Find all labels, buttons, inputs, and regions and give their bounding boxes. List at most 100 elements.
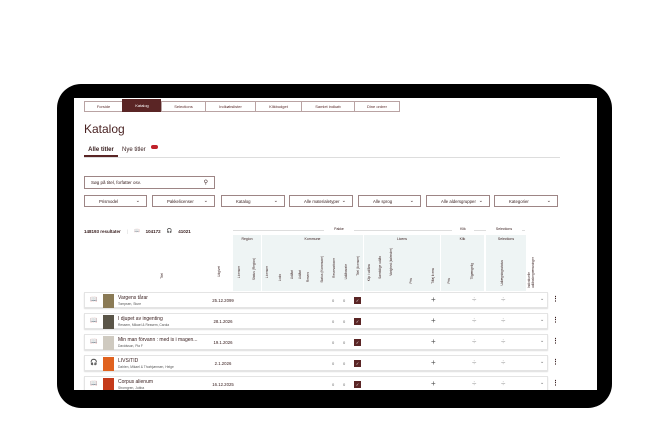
chevron-down-icon: ⌄	[546, 198, 551, 204]
col-header[interactable]: Klip i udlåns	[367, 264, 371, 282]
divide-icon[interactable]: ÷	[472, 337, 477, 346]
col-header[interactable]: Udlægningsstatus	[500, 260, 504, 286]
col-header[interactable]: Pris	[409, 278, 413, 284]
divide-icon[interactable]: ÷	[501, 379, 506, 388]
title-link[interactable]: Min man förvann : med is i magen...	[118, 337, 198, 343]
divide-icon[interactable]: ÷	[501, 316, 506, 325]
divide-icon[interactable]: ÷	[501, 295, 506, 304]
col-header[interactable]: Licenser	[237, 266, 241, 279]
table-row[interactable]: 📖 Min man förvann : med is i magen... Da…	[84, 334, 548, 350]
plus-icon[interactable]: +	[431, 295, 436, 304]
book-icon: 📖	[133, 228, 140, 233]
chevron-down-icon[interactable]: ⌄	[540, 380, 545, 386]
table-row[interactable]: 🎧 LIVS/TID Dahlen, Mikael & Thorbjørnsen…	[84, 355, 548, 371]
divide-icon[interactable]: ÷	[472, 295, 477, 304]
author: Davidsson, Pia F	[118, 344, 143, 348]
checkbox[interactable]: ✓	[354, 297, 361, 304]
col-header[interactable]: Udlånsrate	[344, 264, 348, 280]
plus-icon[interactable]: +	[431, 316, 436, 325]
more-icon[interactable]: ⋮	[552, 338, 559, 345]
filter-kategorier[interactable]: Kategorier ⌄	[494, 195, 558, 207]
col-header[interactable]: Udlånt	[298, 270, 302, 280]
count: 0	[332, 298, 335, 303]
col-header[interactable]: Individuelle udlånsbegrænsninger	[527, 257, 535, 288]
filter-katalog[interactable]: Katalog ⌄	[221, 195, 285, 207]
klik-label: Klik	[459, 237, 466, 241]
nav-dine-ordrer[interactable]: Dine ordrer	[354, 101, 400, 112]
filter-prismodel[interactable]: Prismodel ⌄	[84, 195, 147, 207]
col-header[interactable]: Varighed (kalender)	[389, 248, 393, 276]
title-link[interactable]: I djupet av ingenting	[118, 316, 163, 322]
checkbox[interactable]: ✓	[354, 360, 361, 367]
screen: Forside Katalog Selections Indkøbslister…	[74, 98, 597, 390]
region-label: Region	[241, 237, 253, 241]
filter-pakkelicenser[interactable]: Pakkelicenser ⌄	[152, 195, 215, 207]
main-nav: Forside Katalog Selections Indkøbslister…	[84, 99, 400, 112]
chevron-down-icon[interactable]: ⌄	[540, 338, 545, 344]
more-icon[interactable]: ⋮	[552, 359, 559, 366]
nav-indkobslister[interactable]: Indkøbslister	[205, 101, 255, 112]
table-row[interactable]: 📖 Vargens tårar Tompsen, Sture 25.12.209…	[84, 292, 548, 308]
filter-materialetyper[interactable]: Alle materialetyper ⌄	[289, 195, 353, 207]
col-header[interactable]: Status (Kommune)	[320, 256, 324, 283]
col-header[interactable]: Udlånt	[290, 270, 294, 280]
plus-icon[interactable]: +	[431, 337, 436, 346]
chevron-down-icon: ⌄	[341, 198, 346, 204]
col-header[interactable]: Titel (licenser)	[356, 256, 360, 276]
col-header[interactable]: Tilgængelig	[470, 263, 474, 280]
table-row[interactable]: 📖 I djupet av ingenting Ressem, Mikael &…	[84, 313, 548, 329]
chevron-down-icon[interactable]: ⌄	[540, 296, 545, 302]
count: 0	[332, 361, 335, 366]
search-input[interactable]: Søg på titel, forfatter osv. ⚲	[84, 176, 215, 189]
chevron-down-icon: ⌄	[203, 198, 208, 204]
checkbox[interactable]: ✓	[354, 381, 361, 388]
title-link[interactable]: Vargens tårar	[118, 295, 148, 301]
more-icon[interactable]: ⋮	[552, 296, 559, 303]
divide-icon[interactable]: ÷	[501, 337, 506, 346]
nav-forside[interactable]: Forside	[84, 101, 122, 112]
chevron-down-icon: ⌄	[135, 198, 140, 204]
nav-selections[interactable]: Selections	[161, 101, 205, 112]
filter-aldersgrupper[interactable]: Alle aldersgrupper ⌄	[426, 195, 490, 207]
divide-icon[interactable]: ÷	[472, 358, 477, 367]
more-icon[interactable]: ⋮	[552, 380, 559, 387]
col-header[interactable]: Reserv	[306, 272, 310, 283]
nav-samlet-indkob[interactable]: Samlet indkøb	[301, 101, 354, 112]
checkbox[interactable]: ✓	[354, 318, 361, 325]
col-udgivet[interactable]: Udgivet	[217, 266, 221, 277]
col-titel[interactable]: Titel	[160, 273, 164, 279]
col-header[interactable]: Tilføj licens	[431, 268, 435, 284]
tab-alle-titler[interactable]: Alle titler	[84, 147, 118, 157]
col-header[interactable]: Status (Region)	[252, 258, 256, 281]
divide-icon[interactable]: ÷	[501, 358, 506, 367]
count: 0	[343, 340, 346, 345]
chevron-down-icon[interactable]: ⌄	[540, 359, 545, 365]
book-icon: 📖	[90, 297, 98, 303]
col-header[interactable]: Licenser	[265, 266, 269, 279]
klik-header: Klik	[441, 235, 484, 291]
more-icon[interactable]: ⋮	[552, 317, 559, 324]
new-badge	[151, 145, 158, 149]
plus-icon[interactable]: +	[431, 379, 436, 388]
plus-icon[interactable]: +	[431, 358, 436, 367]
col-header[interactable]: Pris	[447, 278, 451, 284]
checkbox[interactable]: ✓	[354, 339, 361, 346]
divide-icon[interactable]: ÷	[472, 316, 477, 325]
nav-klikbudget[interactable]: Klikbudget	[255, 101, 301, 112]
col-header[interactable]: Samtidige udlån	[378, 256, 382, 279]
nav-katalog[interactable]: Katalog	[122, 99, 161, 112]
count: 0	[343, 319, 346, 324]
divide-icon[interactable]: ÷	[472, 379, 477, 388]
col-header[interactable]: Reservationer	[332, 258, 336, 278]
col-header[interactable]: Lodn	[278, 274, 282, 282]
headphones-icon: 🎧	[166, 228, 173, 233]
table-row[interactable]: 📖 Corpus alienum Stromgren, Jubba 16.12.…	[84, 376, 548, 390]
search-icon[interactable]: ⚲	[203, 180, 208, 186]
chevron-down-icon: ⌄	[409, 198, 414, 204]
filter-sprog[interactable]: Alle sprog ⌄	[358, 195, 421, 207]
title-link[interactable]: LIVS/TID	[118, 358, 139, 364]
chevron-down-icon[interactable]: ⌄	[540, 317, 545, 323]
title-link[interactable]: Corpus alienum	[118, 379, 154, 385]
tab-nye-titler[interactable]: Nye titler	[122, 147, 146, 153]
pakke-line	[233, 230, 525, 231]
